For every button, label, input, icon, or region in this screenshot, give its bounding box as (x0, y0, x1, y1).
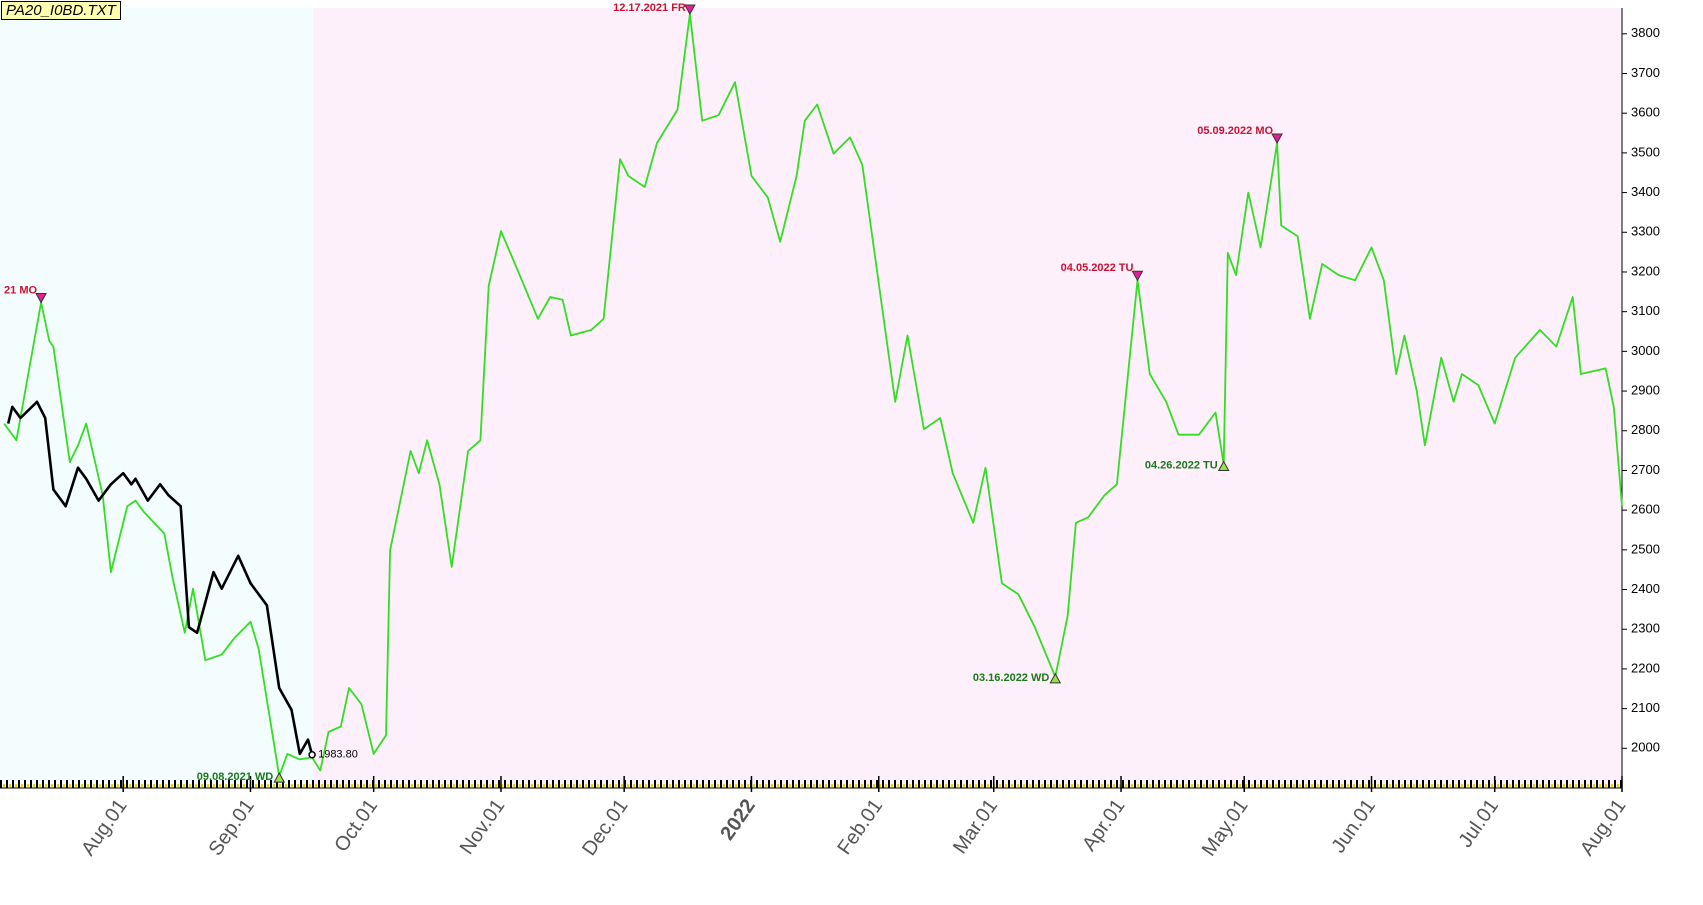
y-tick-label: 3300 (1631, 224, 1660, 239)
annotation: 05.09.2022 MO (1197, 125, 1273, 137)
annotation: 03.16.2022 WD (973, 672, 1049, 684)
annotation: 12.17.2021 FR (613, 2, 686, 14)
y-tick-label: 3700 (1631, 65, 1660, 80)
y-tick-label: 2000 (1631, 740, 1660, 755)
x-tick-label: May.01 (1198, 795, 1253, 860)
low-marker (273, 772, 286, 783)
y-tick-label: 3200 (1631, 263, 1660, 278)
y-tick-label: 3800 (1631, 25, 1660, 40)
x-tick-label: Oct.01 (330, 795, 382, 856)
x-tick-label: Apr.01 (1078, 795, 1129, 855)
y-tick-label: 2300 (1631, 621, 1660, 636)
annotation: 04.26.2022 TU (1145, 459, 1218, 471)
series-line (6, 400, 314, 756)
y-tick-label: 3600 (1631, 105, 1660, 120)
value-label: 1983.80 (318, 749, 358, 761)
y-tick-label: 2200 (1631, 660, 1660, 675)
y-tick-label: 2600 (1631, 502, 1660, 517)
high-marker (1271, 133, 1283, 144)
x-tick-label: Sep.01 (205, 795, 259, 860)
y-tick-label: 2100 (1631, 700, 1660, 715)
chart-title: PA20_I0BD.TXT (1, 1, 121, 20)
x-tick-label: Nov.01 (456, 795, 510, 858)
y-tick-label: 3000 (1631, 343, 1660, 358)
y-tick-label: 2700 (1631, 462, 1660, 477)
x-tick-label: Feb.01 (833, 795, 887, 859)
x-tick-label: Jul.01 (1454, 795, 1503, 851)
minor-ticks (0, 780, 1622, 788)
annotation: 21 MO (4, 284, 37, 296)
last-value-marker (308, 750, 316, 759)
y-tick-label: 2500 (1631, 541, 1660, 556)
y-tick-label: 3400 (1631, 184, 1660, 199)
annotation: 09.08.2021 WD (197, 771, 273, 783)
y-tick-label: 3100 (1631, 303, 1660, 318)
background-region (0, 8, 313, 788)
high-marker (1131, 270, 1144, 282)
y-tick-label: 2800 (1631, 422, 1660, 437)
x-tick-label: Mar.01 (949, 795, 1002, 858)
background-region (313, 8, 1622, 788)
y-tick-label: 2900 (1631, 382, 1660, 397)
x-tick-label: Aug.01 (1576, 795, 1630, 860)
x-tick-label: 2022 (716, 795, 760, 844)
x-tick-label: Jun.01 (1327, 795, 1379, 857)
y-tick-label: 3500 (1631, 144, 1660, 159)
annotation: 04.05.2022 TU (1061, 262, 1134, 274)
x-tick-label: Aug.01 (77, 795, 131, 860)
high-marker (35, 293, 47, 304)
high-marker (684, 4, 696, 15)
series-line (3, 13, 1623, 777)
y-tick-label: 2400 (1631, 581, 1660, 596)
low-marker (1217, 460, 1230, 471)
x-tick-label: Dec.01 (578, 795, 632, 860)
low-marker (1049, 672, 1062, 684)
